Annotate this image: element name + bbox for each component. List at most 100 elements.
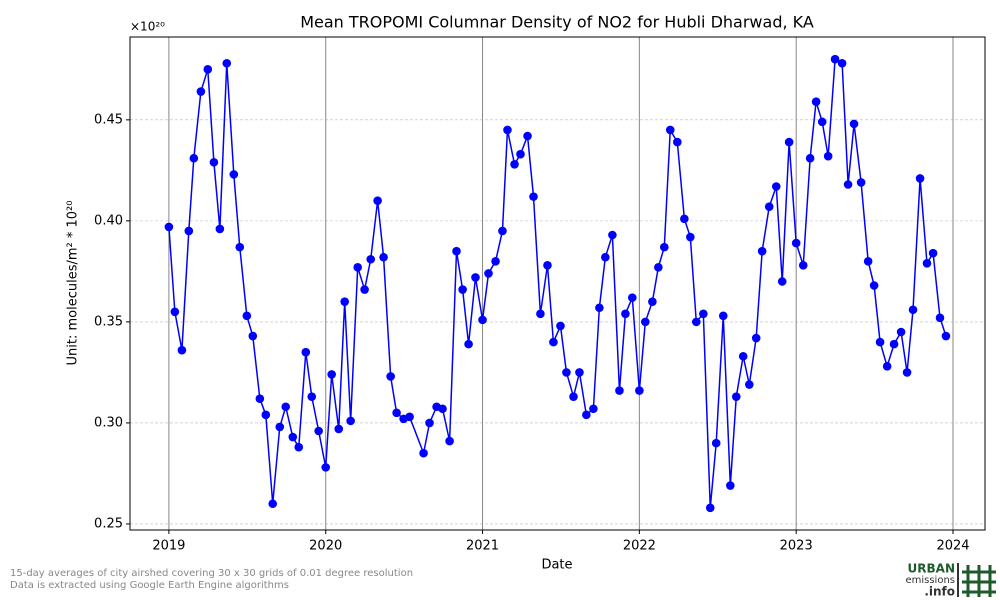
point: [177, 345, 187, 355]
x-tick-label: 2022: [623, 539, 656, 554]
point: [327, 370, 336, 379]
point: [837, 58, 847, 68]
point: [478, 315, 487, 325]
point: [869, 281, 879, 290]
point: [164, 222, 174, 232]
point: [771, 182, 781, 191]
point: [665, 125, 675, 135]
point: [353, 263, 363, 272]
point: [659, 242, 669, 252]
y-offset: ×10²⁰: [130, 20, 165, 34]
point: [261, 410, 271, 420]
point: [575, 368, 584, 377]
point: [856, 178, 866, 187]
point: [641, 317, 650, 327]
point: [184, 226, 194, 236]
point: [386, 372, 395, 381]
point: [691, 317, 701, 327]
point: [458, 285, 467, 294]
point: [248, 331, 258, 341]
point: [798, 261, 808, 270]
x-axis-label: Date: [541, 558, 572, 573]
plot-frame: [129, 36, 986, 531]
point: [608, 230, 617, 240]
point: [823, 151, 833, 161]
point: [908, 305, 918, 315]
point: [889, 339, 899, 349]
series-line: [168, 57, 947, 508]
point: [673, 137, 682, 147]
point: [510, 159, 519, 169]
point: [321, 463, 331, 472]
point: [569, 392, 578, 401]
footnote: 15-day averages of city airshed covering…: [10, 568, 413, 579]
point: [314, 426, 323, 436]
point: [549, 337, 558, 347]
point: [615, 386, 624, 395]
point: [562, 368, 571, 377]
point: [536, 309, 545, 319]
point: [288, 432, 298, 442]
point: [366, 254, 376, 264]
point: [196, 87, 206, 96]
point: [902, 368, 912, 377]
point: [209, 157, 219, 167]
point: [294, 442, 304, 452]
point: [805, 153, 815, 163]
point: [346, 416, 355, 426]
chart-title: Mean TROPOMI Columnar Density of NO2 for…: [300, 13, 814, 32]
point: [170, 307, 180, 317]
logo-text: emissions: [905, 575, 955, 586]
point: [648, 297, 657, 306]
point: [635, 386, 644, 395]
point: [373, 196, 382, 205]
point: [718, 311, 728, 321]
point: [882, 362, 892, 371]
x-tick-label: 2021: [466, 539, 499, 554]
point: [628, 293, 637, 302]
point: [777, 277, 787, 286]
point: [935, 313, 945, 323]
point: [791, 238, 801, 248]
x-tick-label: 2019: [152, 539, 185, 554]
point: [222, 58, 232, 68]
point: [543, 261, 552, 270]
point: [784, 137, 794, 147]
grid: [130, 37, 985, 530]
x-tick-label: 2024: [936, 539, 969, 554]
point: [705, 503, 715, 513]
point: [589, 404, 598, 414]
point: [379, 252, 388, 262]
x-tick-label: 2020: [309, 539, 342, 554]
point: [242, 311, 252, 321]
point: [896, 327, 906, 337]
point: [425, 418, 434, 428]
point: [941, 331, 951, 341]
point: [556, 321, 565, 331]
point: [654, 263, 663, 272]
point: [438, 404, 447, 414]
point: [307, 392, 317, 401]
point: [215, 224, 225, 234]
point: [484, 269, 493, 278]
point: [301, 347, 311, 357]
point: [334, 424, 344, 434]
point: [229, 170, 239, 179]
point: [757, 246, 767, 256]
point: [751, 333, 761, 343]
point: [680, 214, 689, 224]
point: [726, 481, 735, 490]
logo-hash: [962, 565, 996, 597]
point: [922, 258, 932, 268]
point: [419, 448, 428, 458]
y-tick-label: 0.40: [94, 213, 123, 228]
point: [491, 256, 500, 266]
point: [445, 436, 454, 446]
point: [529, 192, 538, 201]
point: [830, 54, 840, 64]
point: [392, 408, 401, 418]
point: [731, 392, 741, 401]
logo-text: URBAN: [908, 562, 955, 576]
logo: URBAN emissions .info: [905, 562, 996, 599]
